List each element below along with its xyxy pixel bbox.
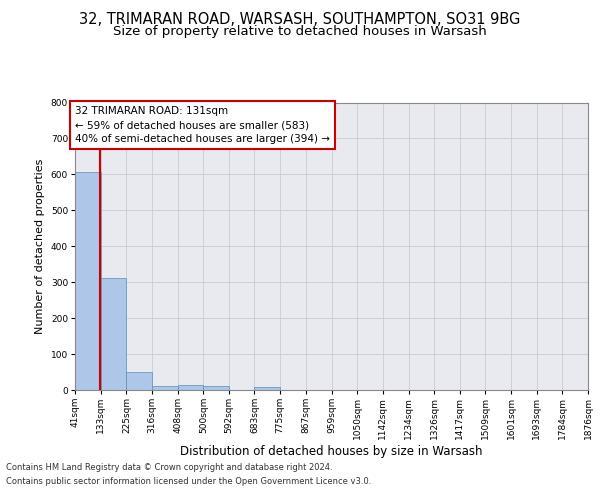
Bar bbox=[127, 372, 152, 390]
Bar bbox=[254, 387, 280, 390]
Text: 32 TRIMARAN ROAD: 131sqm
← 59% of detached houses are smaller (583)
40% of semi-: 32 TRIMARAN ROAD: 131sqm ← 59% of detach… bbox=[75, 106, 330, 144]
Bar bbox=[203, 386, 229, 390]
Bar bbox=[152, 386, 178, 390]
X-axis label: Distribution of detached houses by size in Warsash: Distribution of detached houses by size … bbox=[180, 444, 483, 458]
Bar bbox=[75, 172, 101, 390]
Text: Contains public sector information licensed under the Open Government Licence v3: Contains public sector information licen… bbox=[6, 477, 371, 486]
Y-axis label: Number of detached properties: Number of detached properties bbox=[35, 158, 45, 334]
Text: Contains HM Land Registry data © Crown copyright and database right 2024.: Contains HM Land Registry data © Crown c… bbox=[6, 464, 332, 472]
Bar bbox=[101, 278, 127, 390]
Text: Size of property relative to detached houses in Warsash: Size of property relative to detached ho… bbox=[113, 25, 487, 38]
Text: 32, TRIMARAN ROAD, WARSASH, SOUTHAMPTON, SO31 9BG: 32, TRIMARAN ROAD, WARSASH, SOUTHAMPTON,… bbox=[79, 12, 521, 28]
Bar bbox=[178, 385, 203, 390]
